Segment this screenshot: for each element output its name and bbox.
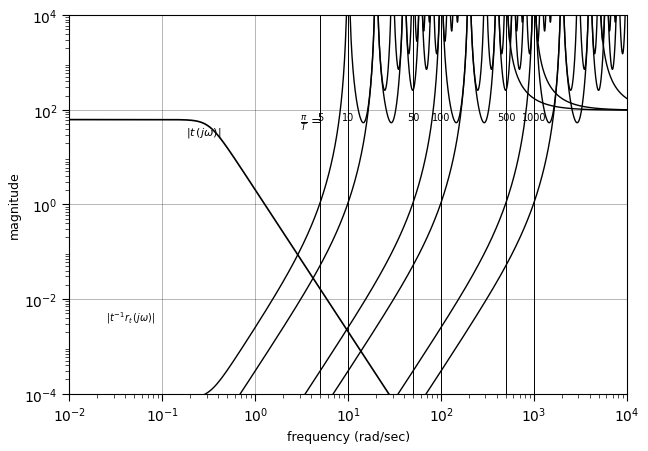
Text: $|t\,(j\omega)|$: $|t\,(j\omega)|$ [186, 126, 222, 140]
Text: 500: 500 [497, 113, 515, 123]
Text: 5: 5 [317, 113, 323, 123]
Text: 10: 10 [342, 113, 354, 123]
Y-axis label: magnitude: magnitude [8, 171, 21, 239]
Text: 1000: 1000 [522, 113, 546, 123]
Text: 50: 50 [407, 113, 419, 123]
X-axis label: frequency (rad/sec): frequency (rad/sec) [286, 430, 410, 443]
Text: $|t^{-1}r_t\,(j\omega)|$: $|t^{-1}r_t\,(j\omega)|$ [106, 310, 156, 326]
Text: 100: 100 [432, 113, 450, 123]
Text: $\frac{\pi}{T}$ =: $\frac{\pi}{T}$ = [299, 113, 322, 133]
